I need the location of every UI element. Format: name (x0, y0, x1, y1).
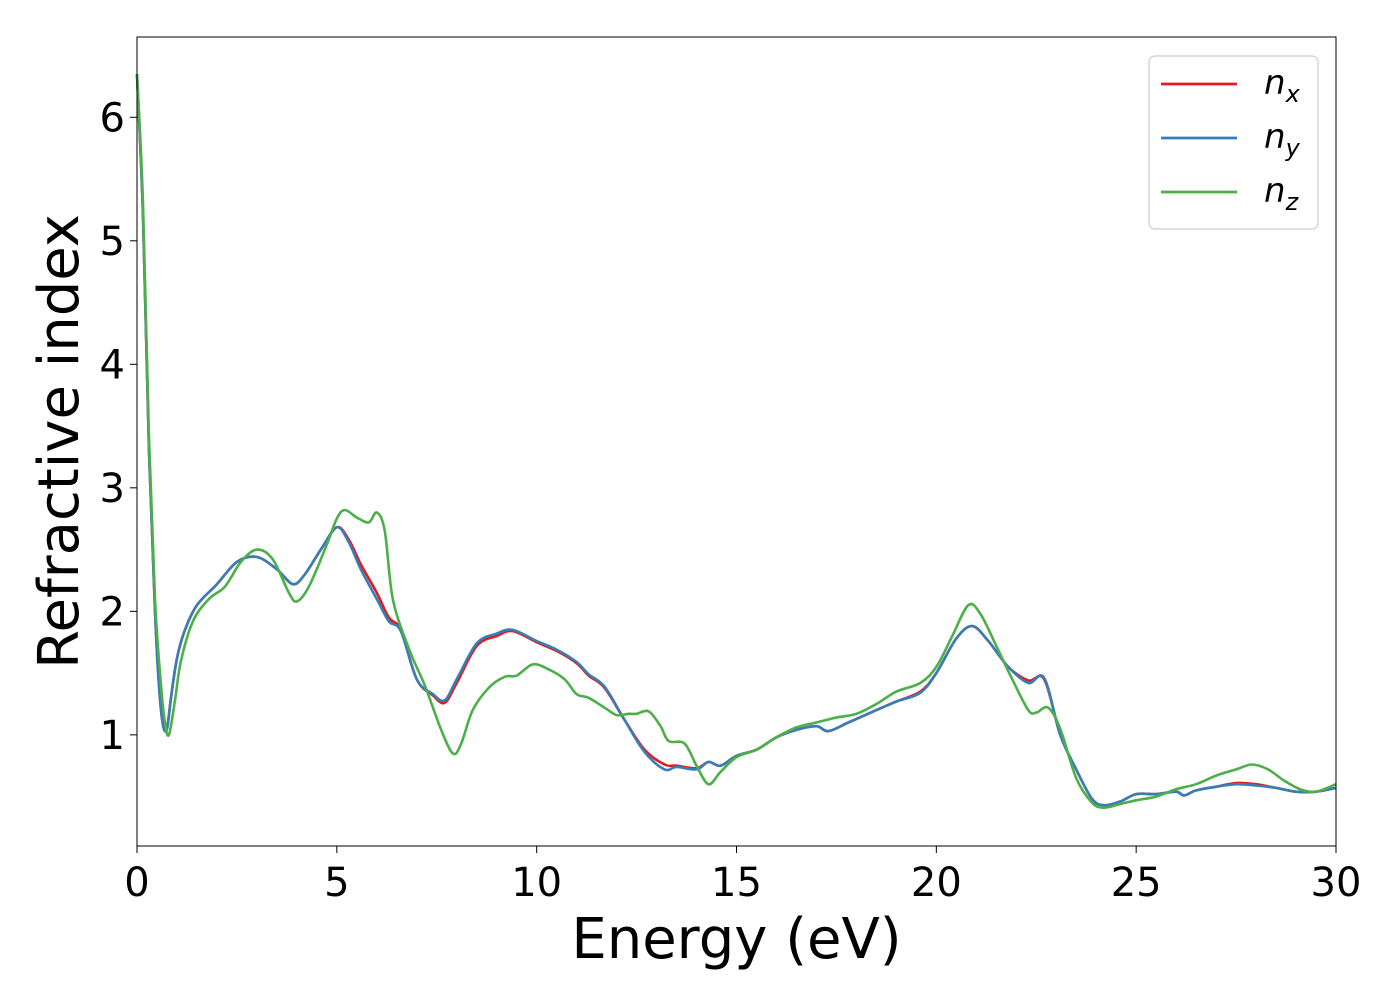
y-axis-title: Refractive index (27, 214, 92, 669)
legend-label: nz (1264, 171, 1300, 216)
legend-item-nx: nx (1161, 63, 1301, 108)
y-tick-label: 4 (100, 342, 125, 388)
y-tick-label: 3 (100, 466, 125, 512)
legend-label-subscript: z (1285, 188, 1300, 216)
legend-label-main: n (1264, 171, 1286, 211)
legend-label: nx (1264, 63, 1301, 108)
legend-item-ny: ny (1161, 117, 1301, 162)
legend-box (1148, 55, 1319, 230)
legend-label: ny (1264, 117, 1301, 162)
legend-item-nz: nz (1161, 171, 1300, 216)
x-tick-label: 5 (324, 860, 349, 906)
x-axis-title: Energy (eV) (571, 907, 901, 972)
y-tick-label: 2 (100, 589, 125, 635)
x-axis-ticks: 0 5 10 15 20 25 30 (124, 846, 1361, 906)
x-tick-label: 20 (911, 860, 962, 906)
x-tick-label: 15 (711, 860, 762, 906)
x-tick-label: 25 (1111, 860, 1162, 906)
legend-label-subscript: x (1285, 80, 1301, 108)
legend-label-subscript: y (1285, 134, 1301, 162)
y-tick-label: 5 (100, 219, 125, 265)
x-tick-label: 0 (124, 860, 149, 906)
x-tick-label: 30 (1311, 860, 1362, 906)
series-line-z (135, 74, 1337, 810)
series-line-y (135, 74, 1337, 807)
legend-label-main: n (1264, 117, 1286, 157)
legend-label-main: n (1264, 63, 1286, 103)
y-axis-ticks: 1 2 3 4 5 6 (100, 95, 137, 759)
series-layer (135, 74, 1337, 810)
y-tick-label: 6 (100, 95, 125, 141)
y-tick-label: 1 (100, 713, 125, 759)
x-tick-label: 10 (511, 860, 562, 906)
